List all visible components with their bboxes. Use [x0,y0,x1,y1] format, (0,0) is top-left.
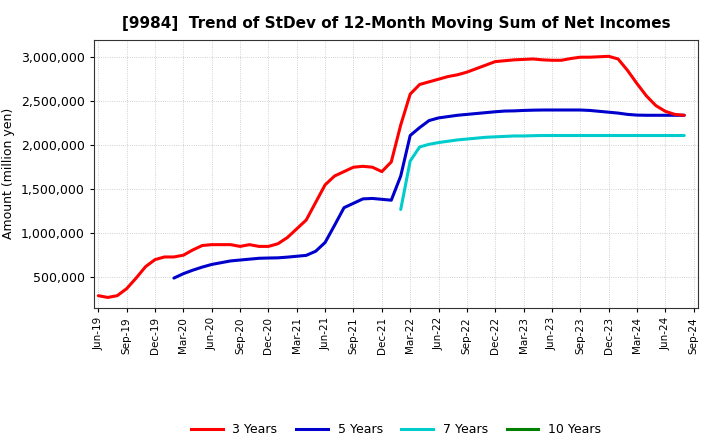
Legend: 3 Years, 5 Years, 7 Years, 10 Years: 3 Years, 5 Years, 7 Years, 10 Years [186,418,606,440]
Y-axis label: Amount (million yen): Amount (million yen) [2,108,15,239]
Title: [9984]  Trend of StDev of 12-Month Moving Sum of Net Incomes: [9984] Trend of StDev of 12-Month Moving… [122,16,670,32]
